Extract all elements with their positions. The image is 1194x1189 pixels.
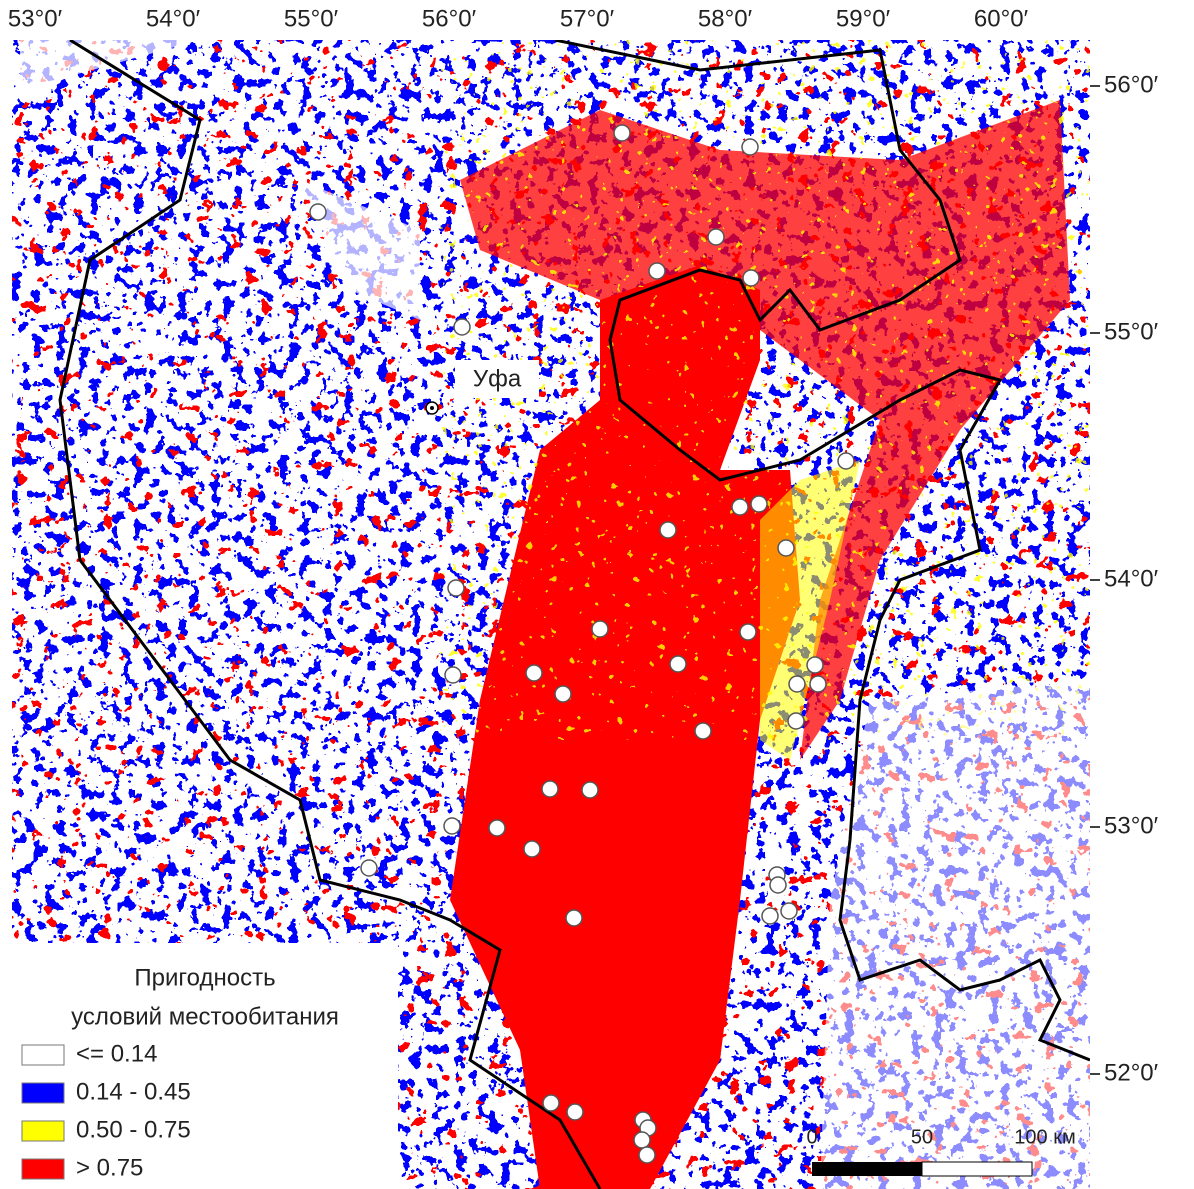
legend-label: 0.14 - 0.45 <box>76 1078 191 1105</box>
legend-swatch <box>22 1045 64 1065</box>
occurrence-point <box>660 522 676 538</box>
occurrence-point <box>789 676 805 692</box>
occurrence-point <box>695 723 711 739</box>
legend-swatch <box>22 1159 64 1179</box>
latitude-label: 52°0′ <box>1104 1059 1159 1086</box>
legend-label: <= 0.14 <box>76 1040 157 1067</box>
occurrence-point <box>778 540 794 556</box>
occurrence-point <box>742 139 758 155</box>
occurrence-point <box>810 676 826 692</box>
occurrence-point <box>788 713 804 729</box>
latitude-labels: 56°0′ 55°0′ 54°0′ 53°0′ 52°0′ <box>1090 71 1159 1086</box>
longitude-label: 53°0′ <box>8 5 63 32</box>
legend: Пригодность условий местообитания <= 0.1… <box>12 943 398 1189</box>
occurrence-point <box>740 624 756 640</box>
longitude-label: 58°0′ <box>698 5 753 32</box>
longitude-labels: 53°0′ 54°0′ 55°0′ 56°0′ 57°0′ 58°0′ 59°0′ 60°0′ <box>8 5 1029 32</box>
legend-label: 0.50 - 0.75 <box>76 1116 191 1143</box>
occurrence-point <box>524 841 540 857</box>
latitude-label: 55°0′ <box>1104 318 1159 345</box>
map-figure: Уфа 53°0′ 54°0′ 55°0′ 56°0′ 57°0′ 58°0′ 59°0′ 6… <box>0 0 1194 1189</box>
occurrence-point <box>770 877 786 893</box>
scale-label: 100 км <box>1014 1126 1075 1148</box>
occurrence-point <box>634 1132 650 1148</box>
scale-label: 50 <box>911 1126 933 1148</box>
occurrence-point <box>708 229 724 245</box>
occurrence-point <box>582 782 598 798</box>
legend-title: условий местообитания <box>71 1003 339 1030</box>
longitude-label: 56°0′ <box>422 5 477 32</box>
occurrence-point <box>555 686 571 702</box>
longitude-label: 57°0′ <box>560 5 615 32</box>
occurrence-point <box>454 319 470 335</box>
occurrence-point <box>762 908 778 924</box>
longitude-label: 55°0′ <box>284 5 339 32</box>
occurrence-point <box>838 453 854 469</box>
legend-swatch <box>22 1121 64 1141</box>
latitude-label: 54°0′ <box>1104 565 1159 592</box>
scale-label: 0 <box>806 1126 817 1148</box>
occurrence-point <box>489 820 505 836</box>
city-label: Уфа <box>473 365 522 392</box>
occurrence-point <box>639 1147 655 1163</box>
longitude-label: 54°0′ <box>146 5 201 32</box>
occurrence-point <box>566 910 582 926</box>
occurrence-point <box>807 657 823 673</box>
occurrence-point <box>526 665 542 681</box>
occurrence-point <box>781 903 797 919</box>
occurrence-point <box>743 270 759 286</box>
occurrence-point <box>670 656 686 672</box>
legend-label: > 0.75 <box>76 1154 143 1181</box>
occurrence-point <box>614 125 630 141</box>
occurrence-point <box>445 667 461 683</box>
occurrence-point <box>310 204 326 220</box>
occurrence-point <box>649 263 665 279</box>
occurrence-point <box>542 781 558 797</box>
occurrence-point <box>361 860 377 876</box>
occurrence-point <box>543 1095 559 1111</box>
occurrence-point <box>732 499 748 515</box>
occurrence-point <box>444 818 460 834</box>
occurrence-point <box>592 621 608 637</box>
legend-title: Пригодность <box>134 964 275 991</box>
occurrence-point <box>567 1104 583 1120</box>
latitude-label: 56°0′ <box>1104 71 1159 98</box>
longitude-label: 60°0′ <box>974 5 1029 32</box>
legend-swatch <box>22 1083 64 1103</box>
longitude-label: 59°0′ <box>836 5 891 32</box>
occurrence-point <box>751 496 767 512</box>
occurrence-point <box>448 580 464 596</box>
latitude-label: 53°0′ <box>1104 812 1159 839</box>
